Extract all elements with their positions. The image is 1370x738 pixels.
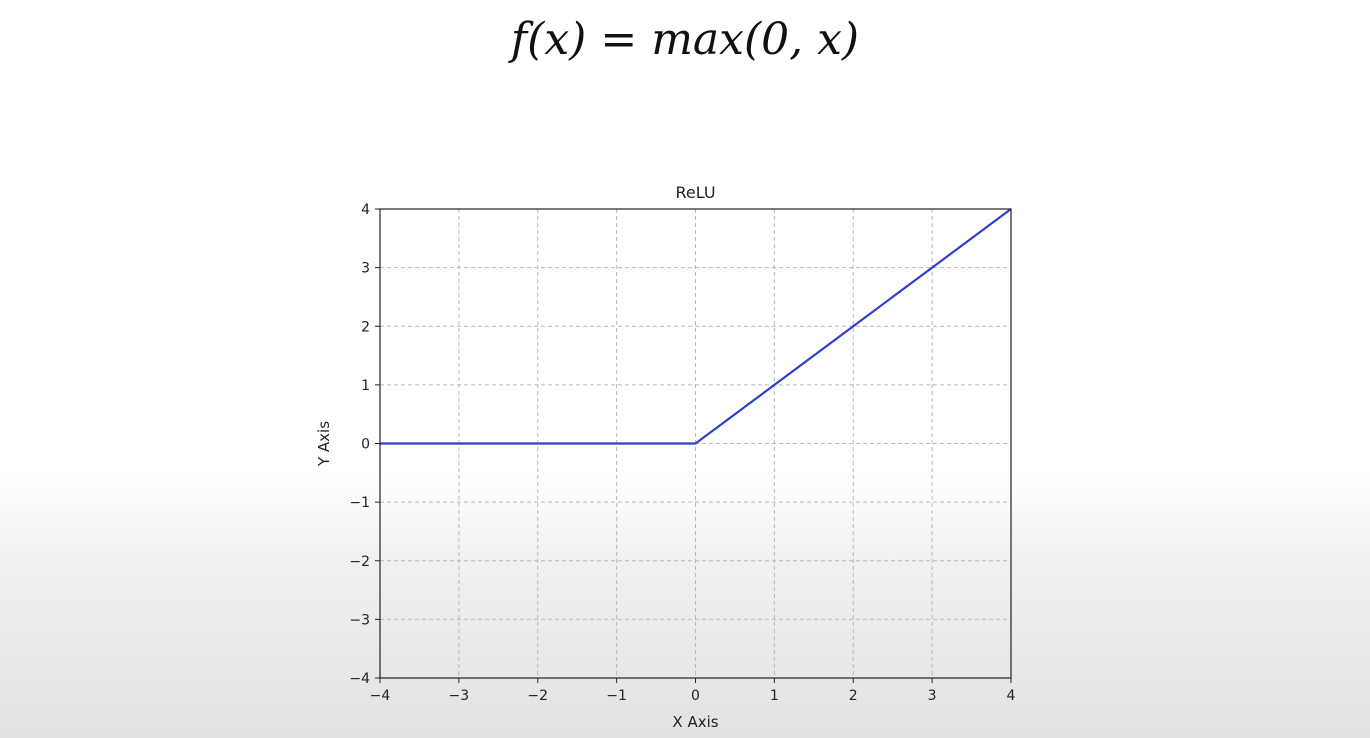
x-tick-label: −2 <box>527 688 548 704</box>
relu-formula: f(x) = max(0, x) <box>0 14 1370 65</box>
x-tick-label: 0 <box>691 688 700 704</box>
y-tick-label: 2 <box>361 319 370 335</box>
formula-rhs: max(0, x) <box>651 14 860 65</box>
y-tick-label: 4 <box>361 202 370 218</box>
y-tick-label: 0 <box>361 437 370 453</box>
y-tick-label: −2 <box>349 554 370 570</box>
x-tick-label: 2 <box>849 688 858 704</box>
x-axis-label: X Axis <box>672 713 718 731</box>
y-tick-label: −4 <box>349 671 370 687</box>
x-tick-label: −1 <box>606 688 627 704</box>
x-tick-label: 4 <box>1007 688 1016 704</box>
series-layer <box>380 208 1012 445</box>
chart-title: ReLU <box>675 183 715 202</box>
y-tick-label: −1 <box>349 495 370 511</box>
x-tick-label: −3 <box>449 688 470 704</box>
formula-equals: = <box>600 14 638 65</box>
formula-lhs: f(x) <box>510 14 587 65</box>
y-tick-label: −3 <box>349 612 370 628</box>
relu-series-line <box>380 208 1012 445</box>
tick-layer: −4 −3 −2 −1 0 1 2 3 4 −4 −3 −2 −1 0 1 2 3 4 <box>349 202 1015 704</box>
x-tick-label: 1 <box>770 688 779 704</box>
y-axis-label: Y Axis <box>315 421 333 467</box>
x-tick-label: 3 <box>928 688 937 704</box>
x-tick-label: −4 <box>370 688 391 704</box>
y-tick-label: 1 <box>361 378 370 394</box>
y-tick-label: 3 <box>361 261 370 277</box>
